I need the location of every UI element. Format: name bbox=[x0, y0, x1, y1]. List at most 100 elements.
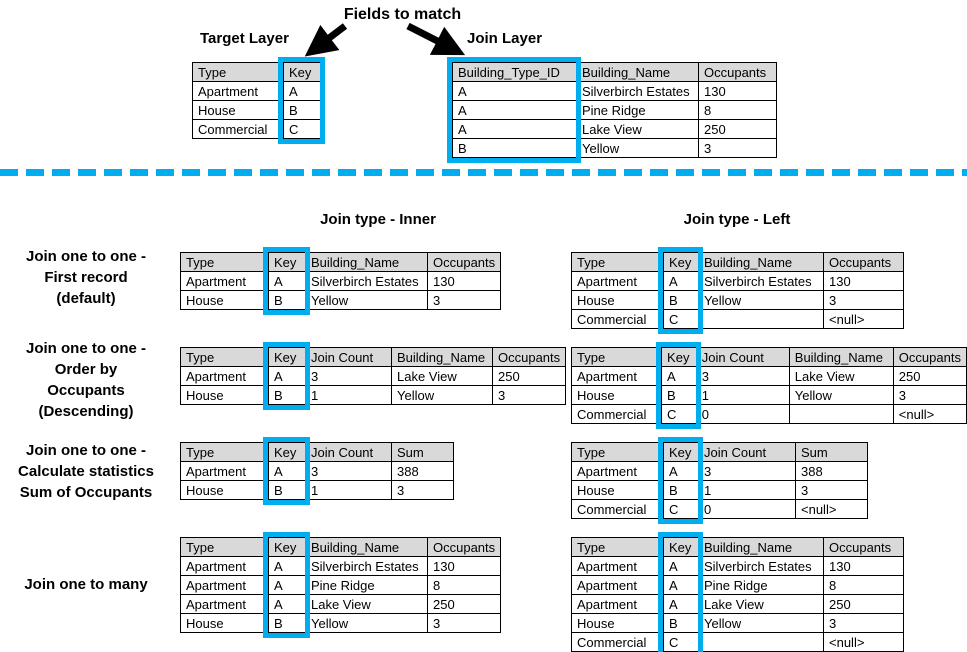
cell: A bbox=[268, 366, 306, 386]
target-layer-label: Target Layer bbox=[200, 30, 289, 47]
row-label-line: Occupants bbox=[47, 382, 125, 399]
cell: 8 bbox=[426, 575, 502, 595]
column-header: Type bbox=[180, 537, 269, 557]
table-row: A Pine Ridge 8 bbox=[452, 100, 777, 120]
cell: <null> bbox=[823, 632, 904, 652]
row-label-line: Join one to many bbox=[24, 576, 148, 593]
cell: A bbox=[268, 556, 306, 576]
cell: Silverbirch Estates bbox=[305, 271, 428, 291]
header-row: Type Key Building_Name Occupants bbox=[571, 537, 904, 557]
cell: 130 bbox=[426, 556, 502, 576]
table-row: Apartment A Pine Ridge 8 bbox=[571, 575, 904, 595]
table-row: Apartment A Silverbirch Estates 130 bbox=[571, 556, 904, 576]
cell: <null> bbox=[795, 499, 868, 519]
column-header: Join Count bbox=[305, 347, 392, 367]
cell: A bbox=[268, 575, 306, 595]
cell: 0 bbox=[698, 499, 796, 519]
column-header: Type bbox=[571, 442, 664, 462]
inner-table-one-to-many: Type Key Building_Name Occupants Apartment A S… bbox=[180, 532, 502, 638]
column-header: Occupants bbox=[823, 537, 904, 557]
table-row: A Lake View 250 bbox=[452, 119, 777, 139]
column-header: Building_Name bbox=[788, 347, 894, 367]
cell: Apartment bbox=[180, 594, 269, 614]
data-grid: Type Key Join Count Sum Apartment A 3 388 House B… bbox=[180, 442, 454, 500]
column-header: Building_Name bbox=[576, 62, 699, 82]
row-label-line: (Descending) bbox=[38, 403, 134, 420]
column-header: Building_Name bbox=[305, 252, 428, 272]
cell: 3 bbox=[698, 138, 777, 158]
cell: House bbox=[570, 385, 663, 405]
cell: Apartment bbox=[570, 366, 663, 386]
data-grid: Type Key Building_Name Occupants Apartment A S… bbox=[571, 537, 904, 652]
cell: 3 bbox=[823, 290, 904, 310]
cell: C bbox=[661, 404, 697, 424]
cell: C bbox=[663, 632, 699, 652]
cell: B bbox=[268, 385, 306, 405]
cell: B bbox=[268, 480, 306, 500]
column-header: Key bbox=[663, 442, 699, 462]
table-row: Apartment A Lake View 250 bbox=[180, 594, 502, 614]
cell: Apartment bbox=[180, 461, 269, 481]
data-grid: Type Key Join Count Sum Apartment A 3 388 House B… bbox=[571, 442, 868, 519]
table-row: House B Yellow 3 bbox=[571, 290, 904, 310]
cell: 130 bbox=[698, 81, 777, 101]
table-row: Apartment A Pine Ridge 8 bbox=[180, 575, 502, 595]
cell: Commercial bbox=[571, 632, 664, 652]
table-row: Commercial C 0 <null> bbox=[571, 499, 868, 519]
column-header: Occupants bbox=[698, 62, 777, 82]
column-header: Type bbox=[180, 252, 269, 272]
data-grid: Type Key Building_Name Occupants Apartment A S… bbox=[180, 252, 502, 310]
cell: A bbox=[663, 556, 699, 576]
cell: Lake View bbox=[305, 594, 428, 614]
cell: Apartment bbox=[571, 575, 664, 595]
cell: House bbox=[180, 480, 269, 500]
cell: 3 bbox=[695, 366, 790, 386]
column-header: Building_Name bbox=[391, 347, 493, 367]
data-grid: Type Key Apartment A House B Commercial C bbox=[192, 62, 321, 139]
column-header: Occupants bbox=[426, 252, 502, 272]
cell: 250 bbox=[698, 119, 777, 139]
cell: B bbox=[268, 613, 306, 633]
cell: B bbox=[661, 385, 697, 405]
cell: Apartment bbox=[571, 556, 664, 576]
cell: A bbox=[268, 594, 306, 614]
table-row: Commercial C bbox=[192, 119, 321, 139]
column-header: Sum bbox=[391, 442, 454, 462]
cell: House bbox=[571, 613, 664, 633]
row-label-line: Join one to one - bbox=[26, 442, 146, 459]
table-row: B Yellow 3 bbox=[452, 138, 777, 158]
cell: B bbox=[452, 138, 577, 158]
table-row: Commercial C <null> bbox=[571, 632, 904, 652]
cell: 250 bbox=[426, 594, 502, 614]
cell: A bbox=[661, 366, 697, 386]
cell: 388 bbox=[795, 461, 868, 481]
column-header: Key bbox=[663, 537, 699, 557]
cell: 1 bbox=[695, 385, 790, 405]
cell: House bbox=[180, 290, 269, 310]
cell: 1 bbox=[305, 480, 392, 500]
cell: 1 bbox=[698, 480, 796, 500]
data-grid: Type Key Join Count Building_Name Occupants A… bbox=[570, 347, 967, 424]
column-header: Building_Name bbox=[305, 537, 428, 557]
cell: 3 bbox=[823, 613, 904, 633]
cell: A bbox=[663, 271, 699, 291]
cell: A bbox=[663, 461, 699, 481]
cell: Apartment bbox=[180, 575, 269, 595]
column-header: Type bbox=[571, 537, 664, 557]
cell: C bbox=[663, 499, 699, 519]
column-header: Key bbox=[661, 347, 697, 367]
arrow-to-target-key-icon bbox=[304, 23, 348, 57]
column-header: Type bbox=[570, 347, 663, 367]
data-grid: Building_Type_ID Building_Name Occupants A S… bbox=[452, 62, 777, 158]
dashed-divider bbox=[0, 169, 967, 176]
cell: A bbox=[268, 271, 306, 291]
cell: B bbox=[268, 290, 306, 310]
cell: Silverbirch Estates bbox=[576, 81, 699, 101]
cell: A bbox=[283, 81, 321, 101]
cell: Silverbirch Estates bbox=[305, 556, 428, 576]
cell: A bbox=[268, 461, 306, 481]
column-header: Key bbox=[268, 252, 306, 272]
target-layer-table: Type Key Apartment A House B Commercial C bbox=[192, 57, 325, 144]
inner-table-first-record: Type Key Building_Name Occupants Apartment A S… bbox=[180, 247, 502, 315]
cell: Yellow bbox=[698, 613, 824, 633]
